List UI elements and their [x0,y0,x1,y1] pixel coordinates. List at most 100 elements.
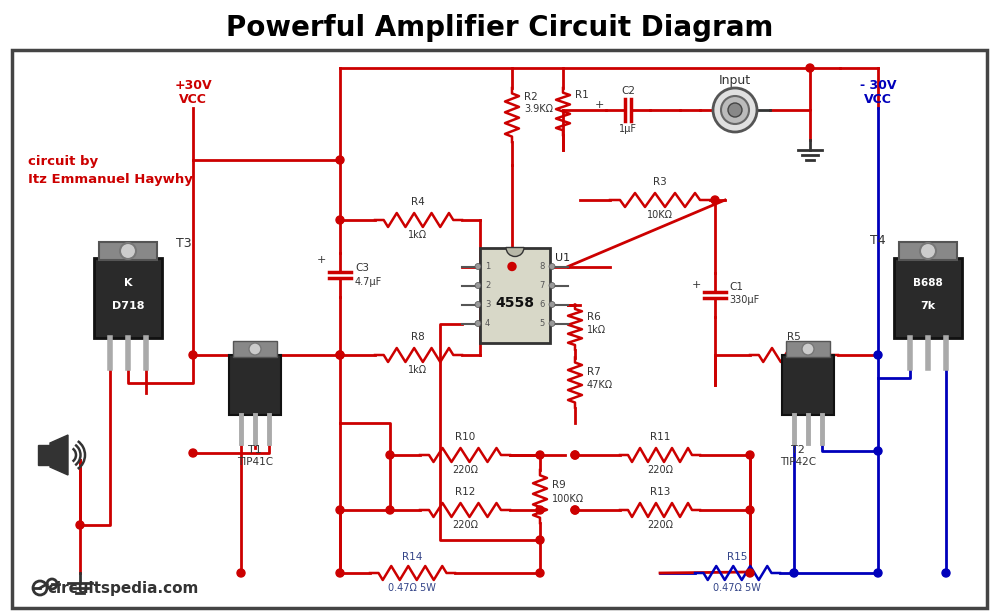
Circle shape [76,521,84,529]
Text: +30V: +30V [174,78,212,92]
Text: C3: C3 [355,263,369,273]
Bar [899,242,957,260]
Circle shape [549,283,555,288]
Circle shape [571,451,579,459]
Text: 10KΩ: 10KΩ [647,210,673,220]
Circle shape [536,451,544,459]
Text: VCC: VCC [179,92,207,105]
Bar [99,242,157,260]
Text: C2: C2 [621,86,635,96]
Text: R11: R11 [650,432,670,442]
Bar [38,445,50,465]
Circle shape [189,351,197,359]
Text: 47KΩ: 47KΩ [587,379,613,389]
Text: T2: T2 [791,445,805,455]
Circle shape [336,156,344,164]
Text: +: + [692,280,701,290]
Bar [94,258,162,338]
Text: 1kΩ: 1kΩ [408,365,428,375]
Circle shape [549,264,555,270]
Circle shape [874,351,882,359]
Circle shape [475,320,481,326]
Bar [229,355,281,415]
Text: 3.9KΩ: 3.9KΩ [524,104,553,114]
Circle shape [336,569,344,577]
Circle shape [475,283,481,288]
Text: TIP41C: TIP41C [287,375,323,385]
Text: 1kΩ: 1kΩ [587,325,606,334]
Circle shape [711,196,719,204]
Text: 8: 8 [540,262,545,271]
Text: 1KΩ: 1KΩ [784,365,804,375]
Circle shape [336,506,344,514]
Text: circuit by
Itz Emmanuel Haywhy: circuit by Itz Emmanuel Haywhy [28,155,193,186]
Circle shape [536,506,544,514]
Text: Input: Input [719,73,751,86]
Bar [782,355,834,415]
Text: U1: U1 [555,253,570,262]
Circle shape [386,506,394,514]
Text: 4558: 4558 [496,296,534,310]
Circle shape [571,506,579,514]
Bar [786,341,830,357]
Circle shape [802,343,814,355]
Text: 1μF: 1μF [619,124,637,134]
Text: R9: R9 [552,480,566,490]
Circle shape [713,88,757,132]
Text: T4: T4 [870,233,886,246]
Circle shape [386,451,394,459]
Text: +: + [595,100,604,110]
Circle shape [806,64,814,72]
Circle shape [475,301,481,307]
Text: TIP42C: TIP42C [840,375,876,385]
Text: R4: R4 [411,197,425,207]
Text: circuitspedia.com: circuitspedia.com [47,580,199,596]
Circle shape [475,264,481,270]
Text: 7k: 7k [920,301,936,311]
Bar [894,258,962,338]
Circle shape [571,451,579,459]
Text: 2: 2 [485,281,490,290]
Wedge shape [506,248,524,256]
Text: R3: R3 [653,177,667,187]
Text: 220Ω: 220Ω [647,465,673,475]
Circle shape [746,451,754,459]
Text: R10: R10 [455,432,475,442]
Circle shape [874,569,882,577]
Text: Powerful Amplifier Circuit Diagram: Powerful Amplifier Circuit Diagram [226,14,774,42]
Text: TIP41C: TIP41C [237,457,273,467]
Text: 1kΩ: 1kΩ [408,230,428,240]
Circle shape [549,320,555,326]
Circle shape [874,447,882,455]
Circle shape [120,243,136,259]
Circle shape [189,449,197,457]
Circle shape [721,96,749,124]
Circle shape [746,569,754,577]
Text: K: K [124,278,132,288]
Text: R1: R1 [575,90,589,100]
Polygon shape [50,435,68,475]
Circle shape [549,301,555,307]
Text: 100KΩ: 100KΩ [552,494,584,504]
Circle shape [536,569,544,577]
Text: 330μF: 330μF [729,295,759,305]
Text: R14: R14 [402,552,422,562]
Text: R13: R13 [650,487,670,497]
Text: C1: C1 [729,282,743,292]
Text: R8: R8 [411,332,425,342]
Circle shape [790,569,798,577]
Circle shape [237,569,245,577]
Text: 1: 1 [485,262,490,271]
Text: 0.47Ω 5W: 0.47Ω 5W [388,583,436,593]
Text: B688: B688 [913,278,943,288]
Circle shape [249,343,261,355]
Circle shape [920,243,936,259]
Text: - 30V: - 30V [860,78,896,92]
Text: 0.47Ω 5W: 0.47Ω 5W [713,583,761,593]
Circle shape [728,103,742,117]
Text: 220Ω: 220Ω [452,465,478,475]
Text: R2: R2 [524,92,538,102]
Circle shape [942,569,950,577]
Text: VCC: VCC [864,92,892,105]
Text: 4.7μF: 4.7μF [355,277,382,287]
